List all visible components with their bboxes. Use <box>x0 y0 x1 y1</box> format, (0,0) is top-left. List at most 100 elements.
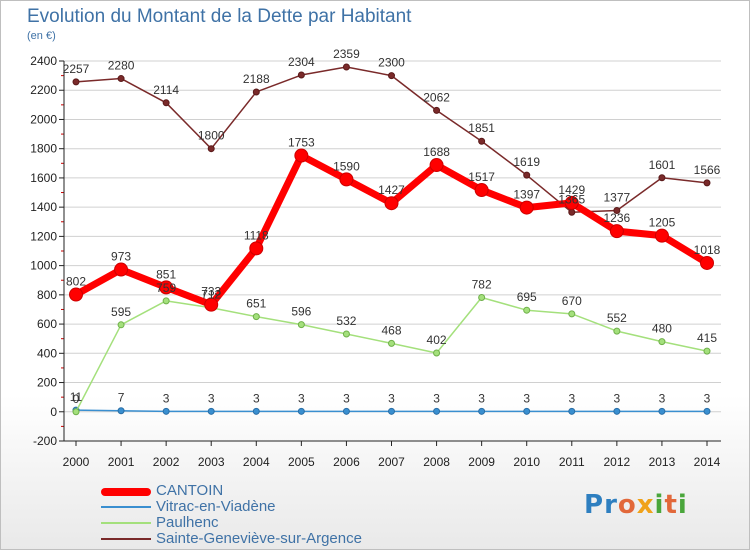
x-tick-label: 2009 <box>468 455 495 469</box>
data-label-cantoin: 1236 <box>604 211 631 225</box>
data-point-paulhenc <box>523 306 531 314</box>
data-point-sainte <box>703 179 711 187</box>
x-tick-label: 2014 <box>694 455 721 469</box>
data-point-paulhenc <box>252 313 260 321</box>
data-label-vitrac: 11 <box>70 390 83 404</box>
data-point-vitrac <box>252 407 260 415</box>
data-point-cantoin <box>700 255 714 270</box>
data-point-paulhenc <box>703 347 711 355</box>
data-label-paulhenc: 670 <box>562 294 582 308</box>
x-tick-label: 2011 <box>559 455 585 469</box>
y-tick-label: 1000 <box>30 259 57 273</box>
data-point-paulhenc <box>478 293 486 301</box>
data-point-vitrac <box>342 407 350 415</box>
data-label-paulhenc: 759 <box>156 281 176 295</box>
data-point-cantoin <box>564 195 579 210</box>
axes: -200 0 200 400 600 800 1000 1200 1400 1600 1800 200… <box>30 54 721 469</box>
data-point-paulhenc <box>658 338 666 346</box>
x-tick-label: 2010 <box>513 455 540 469</box>
data-point-cantoin <box>474 183 489 198</box>
data-point-vitrac <box>117 407 125 415</box>
chart-title: Evolution du Montant de la Dette par Hab… <box>27 6 412 27</box>
data-label-sainte: 1601 <box>649 158 676 172</box>
data-label-sainte: 2280 <box>108 59 135 73</box>
y-tick-label: 400 <box>37 346 57 360</box>
data-label-vitrac: 3 <box>659 391 666 405</box>
data-label-sainte: 1377 <box>604 191 631 205</box>
data-label-vitrac: 3 <box>523 391 530 405</box>
data-point-sainte <box>162 99 170 107</box>
data-label-cantoin: 973 <box>111 250 131 264</box>
y-tick-label: 1200 <box>30 229 57 243</box>
data-point-paulhenc <box>297 321 305 329</box>
data-point-cantoin <box>609 224 624 239</box>
data-label-cantoin: 1118 <box>244 228 269 242</box>
legend-label-paulhenc: Paulhenc <box>156 514 219 531</box>
data-label-cantoin: 802 <box>66 275 86 289</box>
data-label-paulhenc: 480 <box>652 322 672 336</box>
x-tick-label: 2008 <box>423 455 450 469</box>
data-label-vitrac: 3 <box>343 391 350 405</box>
data-point-vitrac <box>207 407 215 415</box>
data-label-cantoin: 1753 <box>288 136 315 150</box>
data-point-paulhenc <box>388 339 395 347</box>
data-point-vitrac <box>478 407 486 415</box>
data-label-vitrac: 3 <box>163 391 170 405</box>
data-point-sainte <box>568 208 576 216</box>
data-label-vitrac: 3 <box>388 391 395 405</box>
grid-lines <box>64 60 721 442</box>
y-tick-label: 200 <box>37 376 57 390</box>
data-label-paulhenc: 651 <box>246 297 266 311</box>
data-label-sainte: 2359 <box>333 47 360 61</box>
legend-swatch-sainte <box>101 538 151 540</box>
legend-swatch-paulhenc <box>101 522 151 524</box>
data-label-paulhenc: 596 <box>291 305 311 319</box>
chart-subtitle: (en €) <box>27 30 56 42</box>
data-point-cantoin <box>654 228 669 243</box>
data-point-sainte <box>478 137 486 145</box>
data-label-cantoin: 1688 <box>423 145 450 159</box>
y-tick-label: 1600 <box>30 171 57 185</box>
legend-swatch-cantoin <box>101 488 151 496</box>
data-label-vitrac: 3 <box>568 391 575 405</box>
data-label-paulhenc: 402 <box>427 333 447 347</box>
data-point-sainte <box>342 63 350 71</box>
data-label-sainte: 1851 <box>468 121 495 135</box>
series-lines <box>69 63 714 416</box>
data-point-sainte <box>433 106 441 114</box>
data-point-cantoin <box>204 297 219 312</box>
data-label-sainte: 1619 <box>513 155 540 169</box>
data-label-cantoin: 1590 <box>333 159 360 173</box>
data-label-sainte: 2114 <box>153 83 179 97</box>
data-point-sainte <box>523 171 531 179</box>
data-point-vitrac <box>162 407 170 415</box>
data-label-sainte: 1566 <box>694 163 721 177</box>
data-label-paulhenc: 695 <box>517 290 537 304</box>
data-label-vitrac: 3 <box>208 391 215 405</box>
data-point-paulhenc <box>117 321 125 329</box>
data-label-vitrac: 3 <box>478 391 485 405</box>
proxiti-logo: Proxiti <box>584 490 688 520</box>
data-point-cantoin <box>69 287 83 302</box>
data-point-sainte <box>72 78 80 86</box>
data-label-vitrac: 3 <box>298 391 305 405</box>
data-label-paulhenc: 0 <box>73 392 80 406</box>
data-point-vitrac <box>523 407 531 415</box>
y-tick-label: 2400 <box>30 54 57 68</box>
data-label-vitrac: 7 <box>118 391 125 405</box>
data-point-cantoin <box>294 148 309 163</box>
legend-swatch-vitrac <box>101 506 151 508</box>
data-label-sainte: 2188 <box>243 72 270 86</box>
data-point-paulhenc <box>613 327 621 335</box>
data-point-sainte <box>252 88 260 96</box>
data-point-cantoin <box>384 196 399 211</box>
data-point-vitrac <box>613 407 621 415</box>
data-point-cantoin <box>249 241 264 256</box>
data-label-cantoin: 851 <box>156 267 176 281</box>
data-label-vitrac: 3 <box>704 391 711 405</box>
data-label-paulhenc: 532 <box>336 314 356 328</box>
data-point-sainte <box>613 207 621 215</box>
data-point-sainte <box>117 75 125 83</box>
